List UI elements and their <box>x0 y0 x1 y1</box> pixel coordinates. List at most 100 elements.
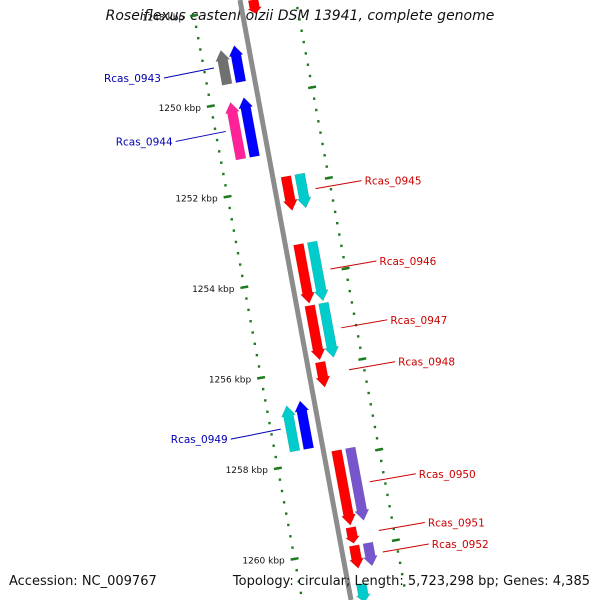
gene-label-leader <box>230 428 281 440</box>
accession-label: Accession: NC_009767 <box>9 574 157 589</box>
kbp-tick-label: 1252 kbp <box>175 194 218 204</box>
gene-label-leader <box>369 473 416 483</box>
gene-label-leader <box>315 180 362 190</box>
scale-dot-right <box>367 391 370 395</box>
gene-arrow <box>344 526 361 544</box>
gene-arrow <box>306 240 329 302</box>
scale-dot-right <box>308 74 312 78</box>
scale-dot-right <box>336 222 339 225</box>
scale-dot-right <box>359 346 362 349</box>
gene-label: Rcas_0944 <box>116 136 173 148</box>
gene-label: Rcas_0943 <box>104 73 161 85</box>
gene-arrow <box>355 582 371 600</box>
scale-dot-right <box>298 18 301 21</box>
scale-dot-right <box>329 188 333 191</box>
gene-label: Rcas_0947 <box>390 315 447 327</box>
scale-dot-left <box>272 444 275 447</box>
scale-dot-left <box>213 127 217 130</box>
gene-label-leader <box>163 67 215 79</box>
scale-dot-left <box>274 455 277 459</box>
gene-label: Rcas_0948 <box>398 357 455 369</box>
scale-dot-left <box>282 501 286 504</box>
gene-arrow <box>215 49 233 86</box>
scale-dot-right <box>380 459 383 463</box>
scale-dot-right <box>369 403 372 406</box>
scale-dot-right <box>382 471 385 474</box>
scale-dot-left <box>280 489 284 493</box>
scale-dot-left <box>245 297 248 300</box>
scale-dot-right <box>306 63 310 66</box>
gene-arrow <box>224 101 247 161</box>
map-title: Roseiflexus castenholzii DSM 13941, comp… <box>105 8 495 24</box>
scale-dot-right <box>348 289 351 293</box>
gene-arrow <box>362 541 378 567</box>
gene-label-leader <box>330 260 377 270</box>
scale-dot-left <box>257 365 261 368</box>
gene-label: Rcas_0949 <box>171 434 228 446</box>
scale-dot-right <box>375 437 379 440</box>
scale-dot-left <box>236 252 240 255</box>
scale-dot-right <box>325 165 328 168</box>
scale-dot-left <box>247 308 250 312</box>
kbp-tick <box>374 447 384 452</box>
scale-dot-right <box>384 482 387 485</box>
gene-label: Rcas_0945 <box>365 176 422 188</box>
scale-dot-right <box>386 493 389 497</box>
kbp-tick <box>391 538 401 543</box>
scale-dot-left <box>201 59 204 63</box>
scale-dot-left <box>232 229 236 232</box>
scale-dot-right <box>302 40 305 44</box>
gene-arrow <box>345 446 370 521</box>
gene-arrow <box>246 0 263 14</box>
scale-dot-left <box>253 342 256 346</box>
kbp-tick-label: 1250 kbp <box>159 104 202 114</box>
scale-dot-right <box>388 505 391 508</box>
scale-dot-left <box>228 206 231 210</box>
scale-dot-left <box>194 25 198 29</box>
scale-dot-left <box>211 116 215 119</box>
genome-backbone <box>237 0 354 600</box>
kbp-tick-label: 1258 kbp <box>226 466 269 476</box>
scale-dot-left <box>241 274 244 278</box>
scale-dot-right <box>403 584 406 587</box>
kbp-tick <box>341 266 350 271</box>
scale-dot-left <box>224 184 227 187</box>
scale-dot-right <box>315 108 318 112</box>
scale-dot-right <box>342 255 345 259</box>
gene-label-leader <box>348 361 396 371</box>
scale-dot-right <box>350 301 354 304</box>
scale-dot-left <box>299 591 303 595</box>
scale-dot-left <box>238 263 242 266</box>
scale-dot-right <box>371 414 375 417</box>
scale-dot-left <box>291 546 294 549</box>
scale-dot-left <box>266 410 269 413</box>
scale-dot-right <box>331 199 335 202</box>
scale-dot-left <box>249 319 252 323</box>
gene-label: Rcas_0946 <box>379 256 436 268</box>
kbp-tick <box>307 85 317 90</box>
scale-dot-right <box>300 29 303 32</box>
kbp-tick <box>290 556 299 561</box>
scale-dot-right <box>296 6 299 10</box>
gene-arrow <box>318 301 340 358</box>
scale-dot-left <box>215 138 219 142</box>
kbp-tick <box>189 13 199 18</box>
scale-dot-left <box>205 82 208 85</box>
kbp-tick-label: 1256 kbp <box>209 376 252 386</box>
gene-arrow <box>293 243 315 304</box>
genome-summary-label: Topology: circular; Length: 5,723,298 bp… <box>232 574 590 589</box>
gene-arrow <box>228 45 247 84</box>
scale-dot-left <box>289 535 292 538</box>
scale-dot-right <box>396 550 400 553</box>
scale-dot-left <box>270 433 273 436</box>
scale-dot-right <box>356 335 360 338</box>
gene-arrow <box>294 400 315 450</box>
gene-arrow <box>281 405 301 453</box>
gene-label: Rcas_0951 <box>428 517 485 529</box>
scale-dot-left <box>255 353 259 357</box>
scale-dot-left <box>222 172 225 176</box>
gene-arrow <box>304 304 326 361</box>
gene-label: Rcas_0950 <box>419 469 476 481</box>
kbp-tick <box>256 375 266 380</box>
